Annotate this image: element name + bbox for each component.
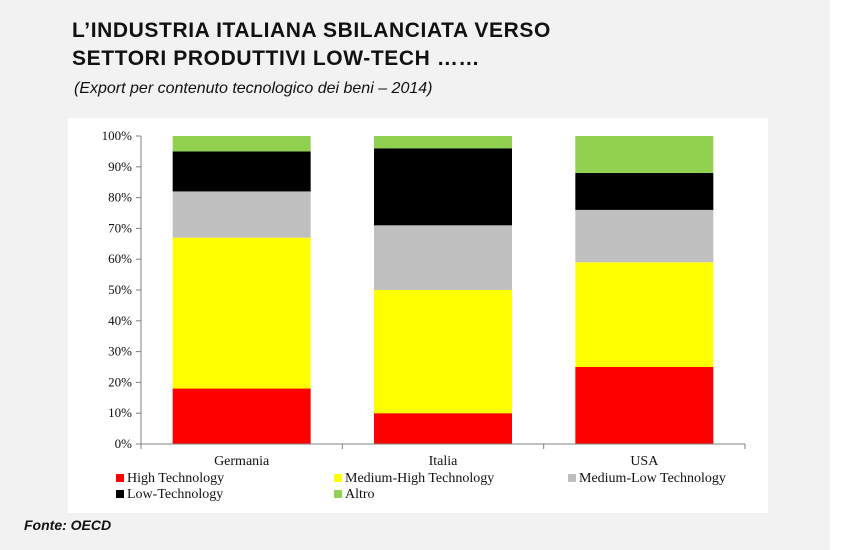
bar-segment-high-technology	[374, 413, 512, 444]
bar-segment-low-technology	[575, 172, 714, 210]
bar-segment-medium-low-technology	[575, 209, 714, 263]
legend-swatch	[116, 474, 124, 482]
y-tick-label: 0%	[115, 436, 133, 451]
y-tick-label: 80%	[108, 190, 132, 205]
y-tick-label: 100%	[102, 128, 133, 143]
y-tick-label: 30%	[108, 344, 132, 359]
legend-label: Medium-Low Technology	[579, 471, 726, 486]
legend-swatch	[116, 490, 124, 498]
bar-segment-medium-high-technology	[172, 237, 311, 389]
legend-swatch	[568, 474, 576, 482]
page-margin	[830, 0, 845, 550]
y-tick-label: 40%	[108, 313, 132, 328]
legend-label: Altro	[345, 487, 375, 502]
bar-segment-medium-low-technology	[374, 225, 512, 290]
x-category-label: Germania	[214, 454, 270, 469]
subtitle: (Export per contenuto tecnologico dei be…	[74, 80, 433, 97]
bar-segment-altro	[172, 136, 311, 152]
bar-segment-high-technology	[575, 367, 714, 444]
legend-label: Low-Technology	[127, 487, 223, 502]
title-line-1: L’INDUSTRIA ITALIANA SBILANCIATA VERSO	[72, 19, 551, 42]
source-note: Fonte: OECD	[24, 517, 112, 533]
bar-segment-low-technology	[172, 151, 311, 192]
legend-swatch	[334, 474, 342, 482]
x-category-label: USA	[630, 454, 659, 469]
y-tick-label: 70%	[108, 220, 132, 235]
bar-segment-high-technology	[172, 388, 311, 444]
legend-swatch	[334, 490, 342, 498]
title-line-2: SETTORI PRODUTTIVI LOW-TECH ……	[72, 47, 481, 70]
bar-segment-altro	[575, 136, 714, 173]
y-tick-label: 60%	[108, 251, 132, 266]
y-tick-label: 50%	[108, 282, 132, 297]
bar-segment-altro	[374, 136, 512, 149]
x-category-label: Italia	[429, 454, 459, 469]
legend-label: High Technology	[127, 471, 224, 486]
stacked-bar-chart: 0% 10% 20% 30% 40% 50% 60% 70% 80% 90% 100% Germani…	[102, 128, 746, 502]
chart-area: 0% 10% 20% 30% 40% 50% 60% 70% 80% 90% 100% Germani…	[68, 118, 768, 513]
y-tick-label: 90%	[108, 159, 132, 174]
legend-label: Medium-High Technology	[345, 471, 494, 486]
y-tick-label: 10%	[108, 405, 132, 420]
bar-segment-medium-high-technology	[575, 262, 714, 367]
bar-segment-medium-high-technology	[374, 290, 512, 414]
y-tick-label: 20%	[108, 374, 132, 389]
bar-segment-low-technology	[374, 148, 512, 226]
bar-segment-medium-low-technology	[172, 191, 311, 238]
